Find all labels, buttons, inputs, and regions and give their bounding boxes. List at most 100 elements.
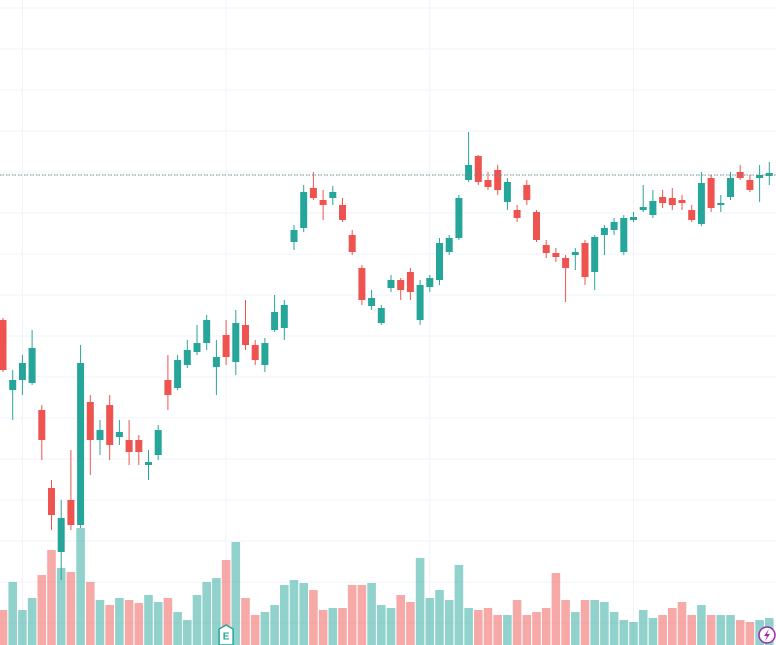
volume-bar [551, 573, 561, 645]
volume-bar [183, 620, 192, 645]
candle-body [309, 188, 317, 198]
earnings-badge[interactable]: E [218, 624, 234, 645]
candle-body [727, 178, 734, 197]
candle-body [242, 325, 249, 345]
candle-body [668, 198, 676, 205]
candle-body [552, 253, 560, 257]
volume-bar [425, 598, 435, 645]
candle-body [339, 205, 346, 220]
volume-bar [95, 600, 105, 645]
candle-body [251, 345, 259, 360]
candle-body [164, 380, 172, 395]
candle-body [659, 197, 667, 203]
volume-bar [435, 590, 444, 645]
candle-body [387, 280, 395, 288]
candle-body [203, 320, 211, 343]
volume-bar [415, 558, 425, 645]
candle-body [571, 252, 579, 255]
volume-bar [483, 608, 493, 645]
volume-pane [0, 528, 774, 645]
volume-bar [37, 575, 47, 645]
candle-body [115, 432, 123, 437]
volume-bar [163, 598, 173, 645]
volume-bar [47, 550, 56, 645]
volume-bar [532, 612, 541, 645]
volume-bar [658, 615, 667, 645]
alert-icon[interactable] [758, 626, 776, 644]
candle-body [106, 405, 114, 445]
volume-bar [192, 595, 202, 645]
volume-bar [66, 572, 76, 645]
volume-bar [202, 582, 211, 645]
candle-body [620, 218, 628, 252]
volume-bar [697, 605, 706, 645]
volume-bar [144, 595, 153, 645]
candle-body [154, 430, 162, 455]
candle-body [542, 245, 550, 253]
volume-bar [124, 600, 134, 645]
candle-body [639, 207, 647, 210]
candle-body [96, 430, 104, 440]
volume-bar [648, 618, 658, 645]
volume-bar [609, 612, 619, 645]
candle-body [581, 243, 589, 277]
candle-body [397, 280, 405, 290]
candle-body [426, 278, 434, 287]
volume-bar [212, 578, 221, 645]
volume-bar [454, 565, 464, 645]
volume-bar [328, 608, 338, 645]
candle-body [38, 410, 46, 440]
volume-bar [338, 608, 347, 645]
candle-body [465, 165, 473, 180]
volume-bar [541, 608, 551, 645]
volume-bar [638, 610, 648, 645]
volume-bar [716, 615, 726, 645]
volume-bar [153, 602, 163, 645]
volume-bar [706, 615, 716, 645]
candle-body [57, 518, 65, 552]
candle-body [125, 440, 133, 452]
volume-bar [464, 608, 473, 645]
candle-body [494, 170, 502, 190]
candle-body [707, 178, 715, 208]
candle-body [358, 268, 366, 300]
candle-body [212, 357, 220, 367]
candle-body [523, 185, 531, 200]
candle-body [562, 258, 570, 268]
candle-body [368, 298, 376, 306]
candle-body [261, 343, 269, 365]
volume-bar [377, 605, 386, 645]
volume-bar [309, 590, 318, 645]
candle-body [697, 183, 705, 224]
candle-body [610, 222, 618, 230]
candle-body [591, 237, 599, 272]
volume-bar [503, 615, 512, 645]
candle-body [649, 201, 657, 215]
volume-bar [260, 612, 270, 645]
volume-bar [241, 598, 250, 645]
price-pane [0, 132, 773, 580]
volume-bar [687, 615, 696, 645]
volume-bar [386, 608, 396, 645]
candle-body [145, 462, 152, 465]
volume-bar [619, 620, 629, 645]
candle-body [533, 212, 540, 240]
candle-body [406, 272, 414, 292]
candle-body [280, 305, 288, 328]
candle-body [319, 200, 327, 205]
volume-bar [280, 585, 289, 645]
candle-body [484, 180, 492, 187]
volume-bar [0, 610, 8, 645]
volume-bar [493, 615, 502, 645]
candle-body [746, 180, 754, 190]
volume-bar [18, 610, 27, 645]
volume-bar [571, 612, 580, 645]
candle-body [513, 210, 521, 218]
volume-bar [27, 598, 37, 645]
candle-body [348, 235, 356, 252]
volume-bar [8, 582, 17, 645]
volume-bar [56, 568, 66, 645]
candle-body [48, 488, 55, 515]
candle-body [678, 200, 686, 203]
